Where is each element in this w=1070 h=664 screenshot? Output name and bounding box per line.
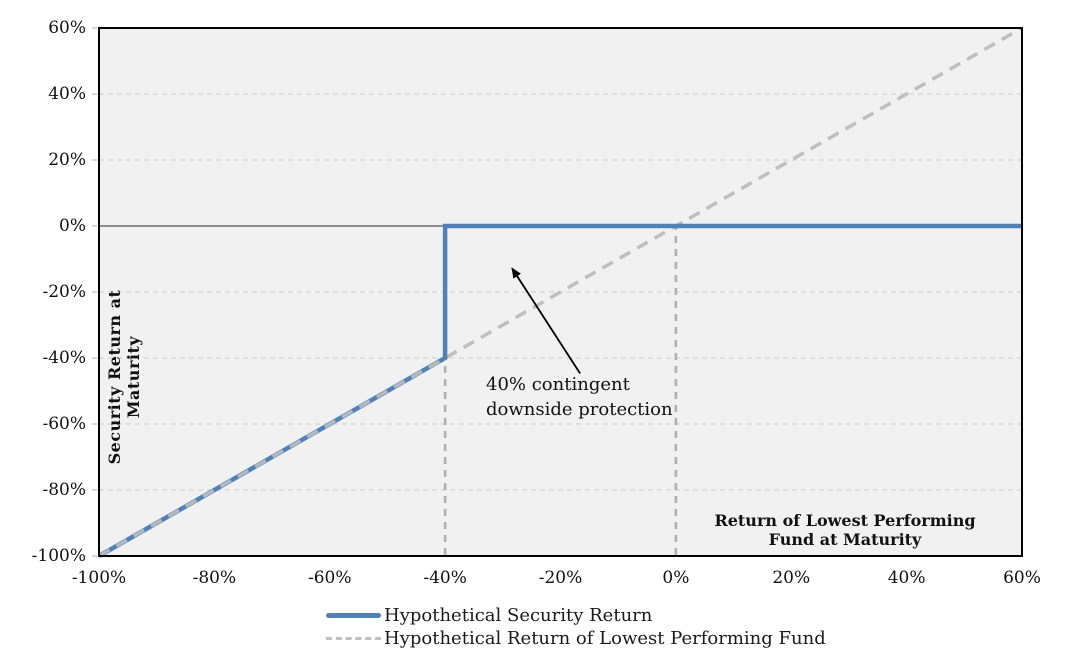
y-axis-tick-label: -40% bbox=[42, 348, 86, 368]
legend-item-security-return: Hypothetical Security Return bbox=[326, 604, 826, 627]
y-axis-tick-label: 40% bbox=[48, 84, 86, 104]
x-axis-tick-label: 0% bbox=[662, 568, 690, 588]
x-axis-tick-label: 40% bbox=[887, 568, 926, 588]
x-axis-tick-label: -100% bbox=[71, 568, 127, 588]
y-axis-tick-label: -60% bbox=[42, 414, 86, 434]
x-axis-inplot-title-line2: Fund at Maturity bbox=[768, 530, 922, 549]
x-axis-inplot-title: Return of Lowest Performing Fund at Matu… bbox=[700, 511, 990, 549]
x-axis-tick-label: 20% bbox=[772, 568, 811, 588]
x-axis-tick-label: -60% bbox=[307, 568, 352, 588]
legend-label: Hypothetical Security Return bbox=[384, 605, 653, 626]
annotation-line2: downside protection bbox=[486, 399, 673, 420]
annotation-line1: 40% contingent bbox=[486, 374, 630, 395]
x-axis-inplot-title-line1: Return of Lowest Performing bbox=[714, 511, 976, 530]
x-axis-tick-label: -80% bbox=[192, 568, 237, 588]
legend-label: Hypothetical Return of Lowest Performing… bbox=[384, 628, 826, 649]
y-axis-tick-label: 20% bbox=[48, 150, 86, 170]
x-axis-tick-label: 60% bbox=[1003, 568, 1041, 588]
y-axis-tick-label: -100% bbox=[31, 546, 86, 566]
y-axis-title: Security Return at Maturity bbox=[105, 289, 143, 465]
chart-legend: Hypothetical Security Return Hypothetica… bbox=[326, 604, 826, 650]
y-axis-tick-label: 0% bbox=[59, 216, 86, 236]
y-axis-tick-label: -20% bbox=[42, 282, 86, 302]
dashed-line-swatch-icon bbox=[326, 637, 381, 640]
solid-line-swatch-icon bbox=[326, 613, 381, 618]
annotation-text: 40% contingent downside protection bbox=[486, 372, 673, 422]
x-axis-tick-label: -20% bbox=[538, 568, 583, 588]
x-axis-tick-label: -40% bbox=[423, 568, 467, 588]
y-axis-tick-label: -80% bbox=[42, 480, 86, 500]
y-axis-tick-label: 60% bbox=[48, 18, 86, 38]
legend-item-fund-return: Hypothetical Return of Lowest Performing… bbox=[326, 627, 826, 650]
